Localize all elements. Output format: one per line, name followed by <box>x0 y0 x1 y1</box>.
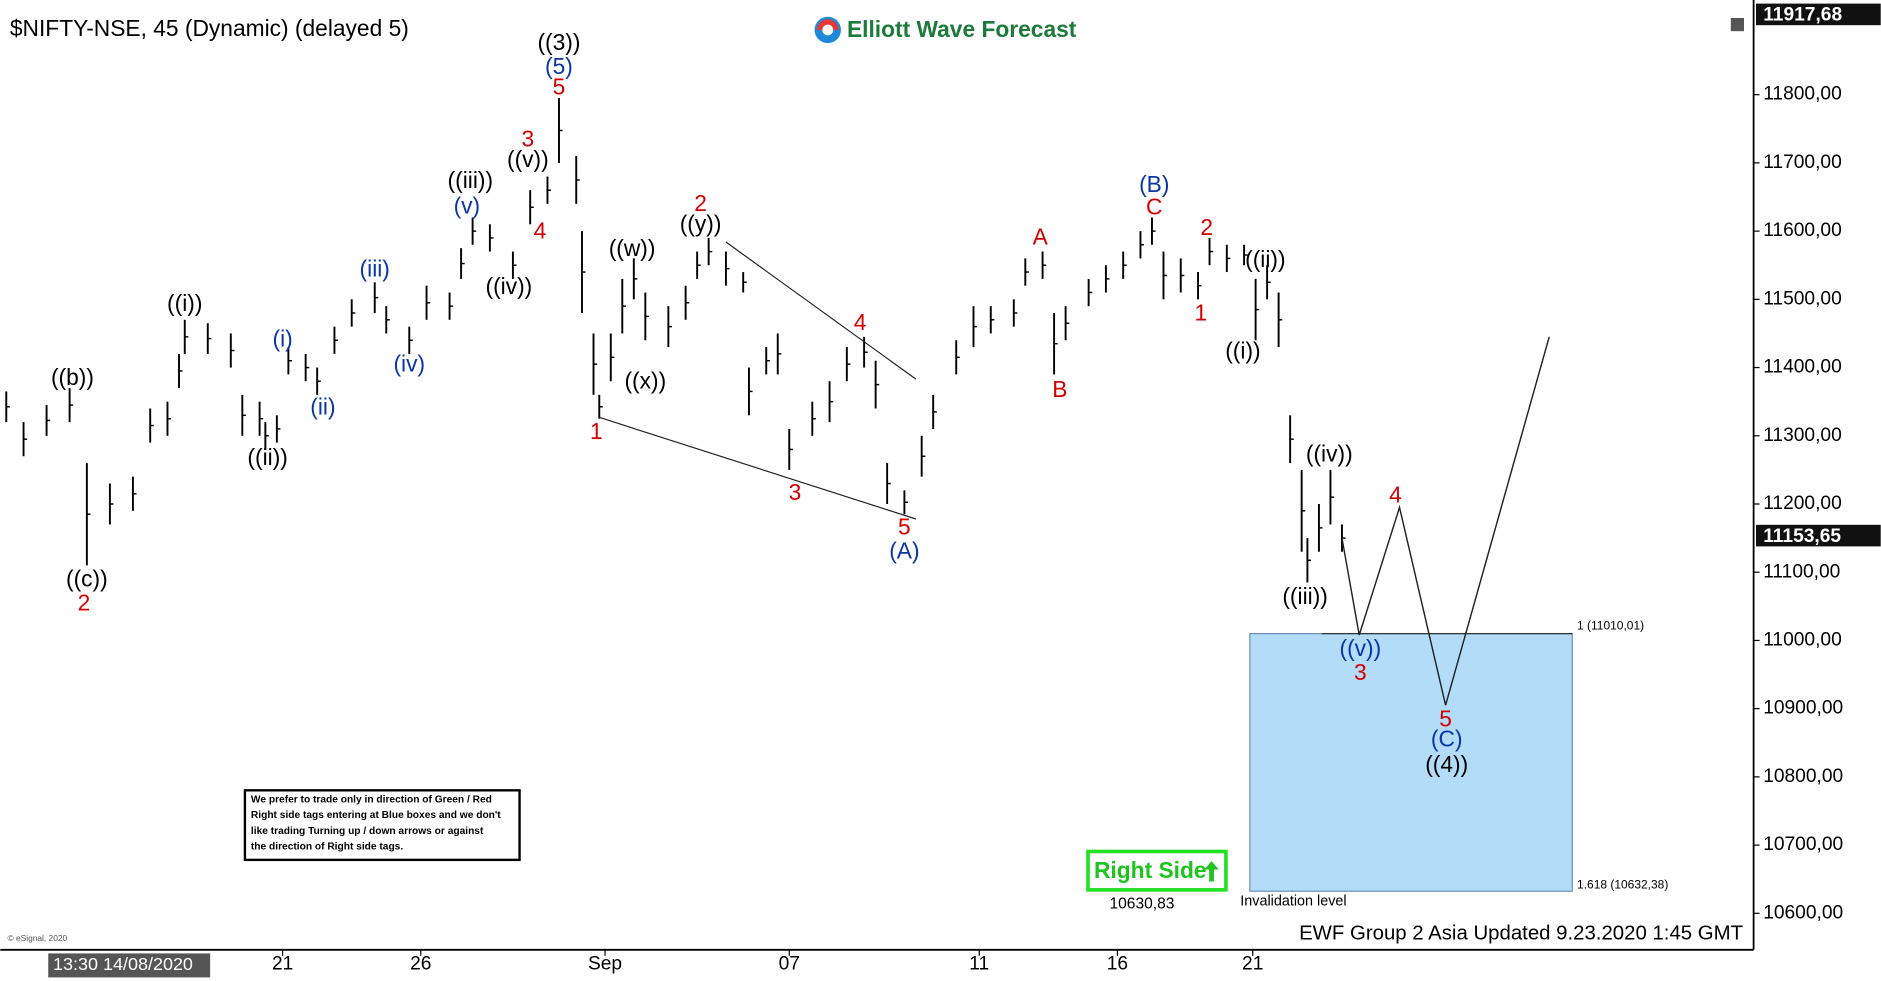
window-button[interactable] <box>1730 17 1745 32</box>
wave-label: 5 <box>553 74 566 100</box>
wave-label: ((x)) <box>624 368 666 394</box>
note-box: We prefer to trade only in direction of … <box>243 789 521 862</box>
wave-label: (5) <box>545 53 573 79</box>
y-tick-label: 11100,00 <box>1763 561 1840 582</box>
price-tag-label: 11917,68 <box>1763 5 1842 26</box>
footer: EWF Group 2 Asia Updated 9.23.2020 1:45 … <box>1299 923 1743 945</box>
wave-label: ((ii)) <box>1245 246 1285 272</box>
price-axis-panel <box>1753 0 1881 981</box>
wave-label: ((3)) <box>537 29 580 55</box>
y-tick-label: 10900,00 <box>1763 698 1843 719</box>
y-tick-label: 11200,00 <box>1763 493 1842 514</box>
wave-label: 3 <box>1354 659 1367 685</box>
x-tick-label: 16 <box>1107 953 1128 974</box>
y-tick-label: 10700,00 <box>1763 834 1843 855</box>
price-tag <box>1756 524 1881 547</box>
x-tick-label: 07 <box>779 953 800 974</box>
wave-label: 3 <box>522 125 535 151</box>
note-line: like trading Turning up / down arrows or… <box>251 826 484 837</box>
wave-label: (C) <box>1431 726 1463 752</box>
right-side-price: 10630,83 <box>1109 895 1174 912</box>
wave-label: (iii) <box>360 256 390 282</box>
wave-label: 2 <box>78 589 91 615</box>
wave-label: ((y)) <box>680 211 722 237</box>
y-tick-label: 10800,00 <box>1763 766 1843 787</box>
wave-label: 4 <box>854 309 867 335</box>
wave-label: 5 <box>1439 705 1452 731</box>
price-tag <box>1756 3 1881 26</box>
right-side-frame <box>1086 849 1228 892</box>
wave-label: ((b)) <box>51 364 94 390</box>
note-line: the direction of Right side tags. <box>251 841 403 852</box>
fib-label: 1 (11010,01) <box>1577 619 1644 633</box>
time-axis-panel <box>0 949 1881 981</box>
wave-label: ((v)) <box>1340 635 1382 661</box>
wave-label: ((ii)) <box>247 444 287 470</box>
fib-label: 1.618 (10632,38) <box>1577 877 1668 891</box>
wave-label: ((i)) <box>167 290 202 316</box>
wave-label: 2 <box>694 190 707 216</box>
logo-icon-core <box>822 24 834 36</box>
invalidation-label: Invalidation level <box>1240 894 1346 910</box>
note-frame <box>243 789 521 862</box>
projection-path <box>1341 336 1550 706</box>
wave-label: 1 <box>590 418 603 444</box>
y-tick-label: 10600,00 <box>1763 902 1843 923</box>
box-layer: 1 (11010,01) 1.618 (10632,38) <box>1249 619 1668 892</box>
wave-label: ((i)) <box>1225 338 1260 364</box>
y-tick-label: 11500,00 <box>1763 288 1842 309</box>
wave-label: ((w)) <box>609 235 656 261</box>
y-tick-label: 11600,00 <box>1763 220 1842 241</box>
copyright: © eSignal, 2020 <box>7 933 67 943</box>
y-tick-label: 11300,00 <box>1763 425 1842 446</box>
price-tag-label: 11153,65 <box>1763 526 1841 547</box>
trendline <box>725 241 917 380</box>
wave-label: ((iv)) <box>1306 441 1353 467</box>
note-line: We prefer to trade only in direction of … <box>251 795 492 806</box>
wave-label: 3 <box>789 479 802 505</box>
trendline <box>599 416 917 520</box>
wave-label: C <box>1146 194 1162 220</box>
start-label: 13:30 14/08/2020 <box>53 954 193 974</box>
y-tick-label: 11800,00 <box>1763 84 1842 105</box>
wave-label: ((iii)) <box>448 167 493 193</box>
y-tick-label: 11400,00 <box>1763 357 1842 378</box>
wave-label: (iv) <box>393 351 425 377</box>
wave-label: (B) <box>1139 171 1169 197</box>
x-tick-label: 21 <box>1242 953 1263 974</box>
wave-label: ((c)) <box>66 565 108 591</box>
wave-label: (ii) <box>310 394 335 420</box>
x-tick-label: 26 <box>410 953 431 974</box>
right-side-tag: Right Side 10630,83 <box>1086 849 1228 912</box>
wave-label: 1 <box>1195 299 1208 325</box>
chart-title: $NIFTY-NSE, 45 (Dynamic) (delayed 5) <box>10 15 409 41</box>
wave-label: 5 <box>898 514 911 540</box>
wave-label: (A) <box>889 537 919 563</box>
wave-label: ((iv)) <box>485 273 532 299</box>
up-arrow <box>1204 861 1219 882</box>
start-label-box <box>48 953 211 978</box>
wave-label: 2 <box>1200 214 1213 240</box>
note-line: Right side tags entering at Blue boxes a… <box>251 810 501 821</box>
logo: Elliott Wave Forecast <box>814 16 1077 44</box>
x-tick-label: 11 <box>969 953 989 974</box>
wave-label: 4 <box>534 217 547 243</box>
wave-label: B <box>1052 376 1067 402</box>
y-tick-label: 11700,00 <box>1763 152 1842 173</box>
x-tick-label: 21 <box>272 953 293 974</box>
logo-text: Elliott Wave Forecast <box>847 16 1077 42</box>
wave-label: ((iii)) <box>1282 583 1327 609</box>
wave-label: ((4)) <box>1425 751 1468 777</box>
wave-label: ((v)) <box>507 146 549 172</box>
target-box <box>1249 633 1573 892</box>
y-tick-label: 11000,00 <box>1763 629 1842 650</box>
wave-label: (v) <box>454 192 481 218</box>
wave-label: A <box>1033 224 1049 250</box>
wave-label: 4 <box>1389 482 1402 508</box>
right-side-label: Right Side <box>1094 857 1207 883</box>
x-tick-label: Sep <box>588 953 622 974</box>
wave-label: (i) <box>273 325 293 351</box>
